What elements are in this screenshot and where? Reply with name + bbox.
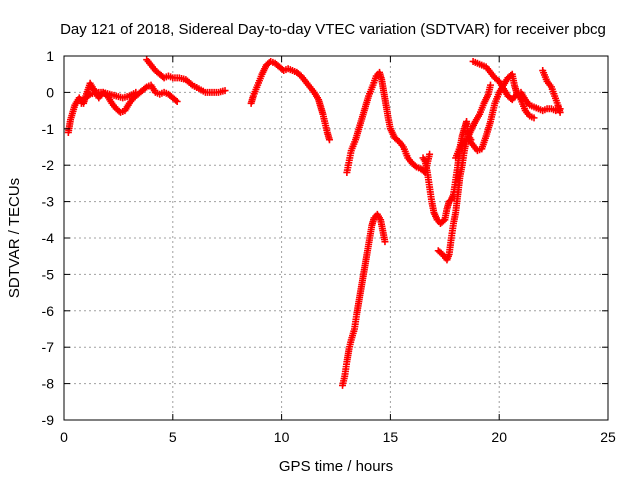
y-tick-label: -6 bbox=[42, 303, 55, 319]
data-point bbox=[221, 87, 229, 95]
x-tick-label: 0 bbox=[60, 429, 68, 445]
data-point bbox=[556, 108, 564, 116]
data-point bbox=[381, 238, 389, 246]
data-series-segment bbox=[539, 67, 564, 116]
y-tick-label: -2 bbox=[42, 157, 55, 173]
data-series-segment bbox=[77, 88, 140, 107]
data-point bbox=[173, 98, 181, 105]
data-points bbox=[64, 56, 564, 389]
data-series-segment bbox=[434, 81, 494, 264]
y-tick-label: -8 bbox=[42, 376, 55, 392]
chart-title: Day 121 of 2018, Sidereal Day-to-day VTE… bbox=[60, 21, 606, 38]
y-tick-label: -5 bbox=[42, 266, 55, 282]
x-tick-label: 20 bbox=[491, 429, 507, 445]
data-point bbox=[132, 88, 140, 96]
y-tick-label: -1 bbox=[42, 121, 55, 137]
x-tick-label: 15 bbox=[383, 429, 399, 445]
data-point bbox=[172, 96, 180, 104]
y-axis-label: SDTVAR / TECUs bbox=[6, 178, 23, 298]
data-series-segment bbox=[247, 57, 333, 144]
data-series-segment bbox=[469, 57, 564, 115]
y-tick-label: -3 bbox=[42, 194, 55, 210]
y-tick-label: 1 bbox=[46, 48, 54, 64]
data-series-segment bbox=[339, 210, 389, 389]
data-series-segment bbox=[64, 79, 181, 136]
data-series-segment bbox=[343, 68, 434, 176]
x-tick-label: 25 bbox=[600, 429, 616, 445]
data-point bbox=[85, 91, 93, 99]
data-point bbox=[141, 84, 149, 92]
y-tick-label: -4 bbox=[42, 230, 55, 246]
data-point bbox=[411, 162, 419, 170]
data-point bbox=[426, 150, 434, 158]
y-tick-label: -7 bbox=[42, 339, 55, 355]
data-point bbox=[530, 114, 538, 122]
grid-lines bbox=[64, 56, 608, 420]
y-tick-label: 0 bbox=[46, 84, 54, 100]
data-point bbox=[486, 81, 494, 89]
x-axis-label: GPS time / hours bbox=[279, 458, 393, 475]
x-tick-label: 10 bbox=[274, 429, 290, 445]
x-tick-label: 5 bbox=[169, 429, 177, 445]
y-tick-label: -9 bbox=[42, 412, 55, 428]
data-point bbox=[325, 136, 333, 144]
data-series-segment bbox=[143, 56, 229, 96]
